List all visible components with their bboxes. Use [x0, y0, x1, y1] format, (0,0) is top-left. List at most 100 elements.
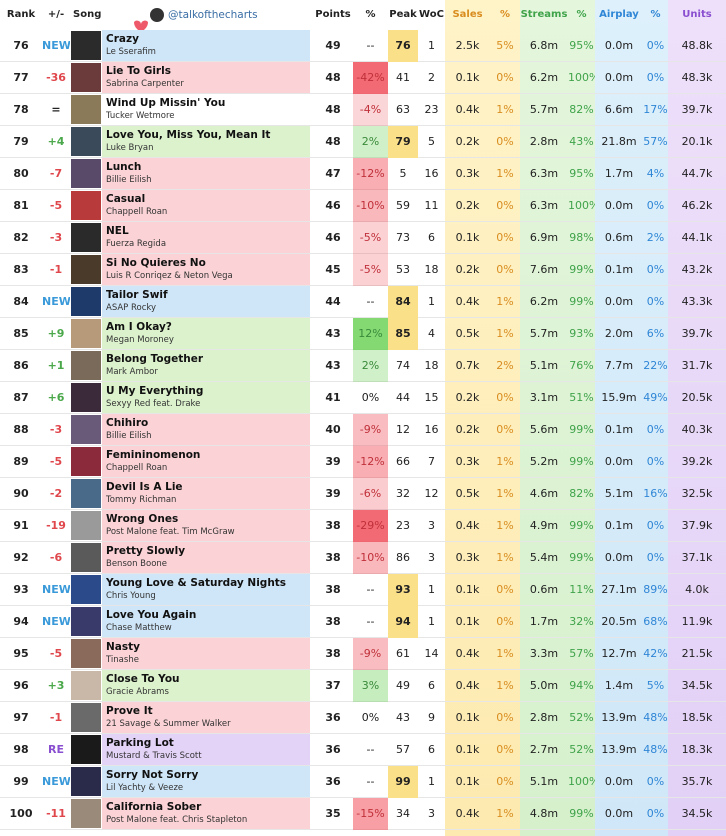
cell: 5.1m: [529, 775, 559, 788]
row-separator: [0, 573, 726, 574]
song-artist: Tucker Wetmore: [106, 111, 175, 121]
cell: 76: [388, 30, 418, 62]
cell: 0%: [646, 263, 665, 276]
cell: 39: [325, 487, 341, 500]
song-artist: Luis R Conriqez & Neton Vega: [106, 271, 233, 281]
cell: -12%: [353, 158, 388, 190]
song-artist: Post Malone feat. Chris Stapleton: [106, 815, 248, 825]
cell: 48: [325, 103, 341, 116]
cell: 99%: [569, 295, 594, 308]
cell: NEW: [42, 615, 70, 628]
cover-art: [71, 223, 101, 252]
cell: 0%: [496, 263, 514, 276]
cell: 0%: [496, 135, 514, 148]
song-title: California Sober: [106, 801, 202, 813]
cell: 57%: [569, 647, 594, 660]
cell: 41: [325, 391, 341, 404]
cell: 18: [424, 359, 439, 372]
column-header: %: [499, 9, 511, 20]
cell: 39: [325, 455, 341, 468]
cell: 66: [396, 455, 410, 468]
cell: 49: [396, 679, 410, 692]
row-separator: [0, 381, 726, 382]
cover-art: [71, 159, 101, 188]
column-header: Points: [315, 9, 351, 20]
cell: 95%: [569, 167, 594, 180]
cell: 6: [428, 743, 435, 756]
row-separator: [0, 445, 726, 446]
song-background: [102, 254, 310, 285]
cell: 18.3k: [681, 743, 713, 756]
cell: 87: [13, 391, 29, 404]
cell: 57: [396, 743, 410, 756]
cell: 5.2m: [529, 455, 559, 468]
song-background: [102, 286, 310, 317]
song-background: [102, 766, 310, 797]
cover-art: [71, 63, 101, 92]
cell: 44: [325, 295, 341, 308]
cover-art: [71, 31, 101, 60]
cell: 13.9m: [601, 711, 637, 724]
song-title: Parking Lot: [106, 737, 174, 749]
cell: 2.0m: [604, 327, 634, 340]
cell: 48.8k: [681, 39, 713, 52]
cell: 43: [396, 711, 410, 724]
cell: -9%: [353, 638, 388, 670]
cell: -19: [46, 519, 66, 532]
cell: 6.3m: [529, 167, 559, 180]
cell: +6: [47, 391, 65, 404]
cell: 20.1k: [681, 135, 713, 148]
cell: -6%: [353, 478, 388, 510]
song-title: Close To You: [106, 673, 180, 685]
song-title: U My Everything: [106, 385, 204, 397]
cover-art: [71, 255, 101, 284]
cell: 92: [13, 551, 29, 564]
song-artist: Chappell Roan: [106, 463, 168, 473]
song-artist: Le Sserafim: [106, 47, 156, 57]
cover-art: [71, 735, 101, 764]
cell: 88: [13, 423, 29, 436]
song-background: [102, 670, 310, 701]
cell: 37: [325, 679, 341, 692]
cell: 39.7k: [681, 327, 713, 340]
song-title: Chihiro: [106, 417, 149, 429]
cell: 0.1m: [604, 263, 634, 276]
cell: 0%: [496, 743, 514, 756]
cell: 0%: [646, 775, 665, 788]
cell: 83: [13, 263, 29, 276]
cell: 36: [325, 775, 341, 788]
cell: 46: [325, 231, 341, 244]
cell: 48%: [643, 743, 668, 756]
cell: 94: [13, 615, 29, 628]
song-title: Love You Again: [106, 609, 197, 621]
cell: 61: [396, 647, 410, 660]
cell: 0.0m: [604, 807, 634, 820]
cell: 45: [325, 263, 341, 276]
cell: 76%: [569, 359, 594, 372]
cell: 7.7m: [604, 359, 634, 372]
cell: 0.4k: [455, 679, 480, 692]
song-artist: Sexyy Red feat. Drake: [106, 399, 201, 409]
cell: 2.8m: [529, 135, 559, 148]
cell: 0.0m: [604, 71, 634, 84]
cell: 43.2k: [681, 263, 713, 276]
cover-art: [71, 575, 101, 604]
cell: 0.1k: [455, 71, 480, 84]
cell: 0%: [496, 71, 514, 84]
cell: 4.6m: [529, 487, 559, 500]
cell: 5.1m: [604, 487, 634, 500]
cell: 0.2k: [455, 391, 480, 404]
cell: -42%: [353, 62, 388, 94]
cell: 1%: [496, 679, 514, 692]
cell: 57%: [643, 135, 668, 148]
cell: 47: [325, 167, 341, 180]
cell: 0%: [496, 231, 514, 244]
cell: 52%: [569, 743, 594, 756]
cell: 20.5k: [681, 391, 713, 404]
cell: 85: [388, 318, 418, 350]
cell: 51%: [569, 391, 594, 404]
cell: 1: [428, 615, 435, 628]
cell: 11.9k: [681, 615, 713, 628]
cell: 7.6m: [529, 263, 559, 276]
